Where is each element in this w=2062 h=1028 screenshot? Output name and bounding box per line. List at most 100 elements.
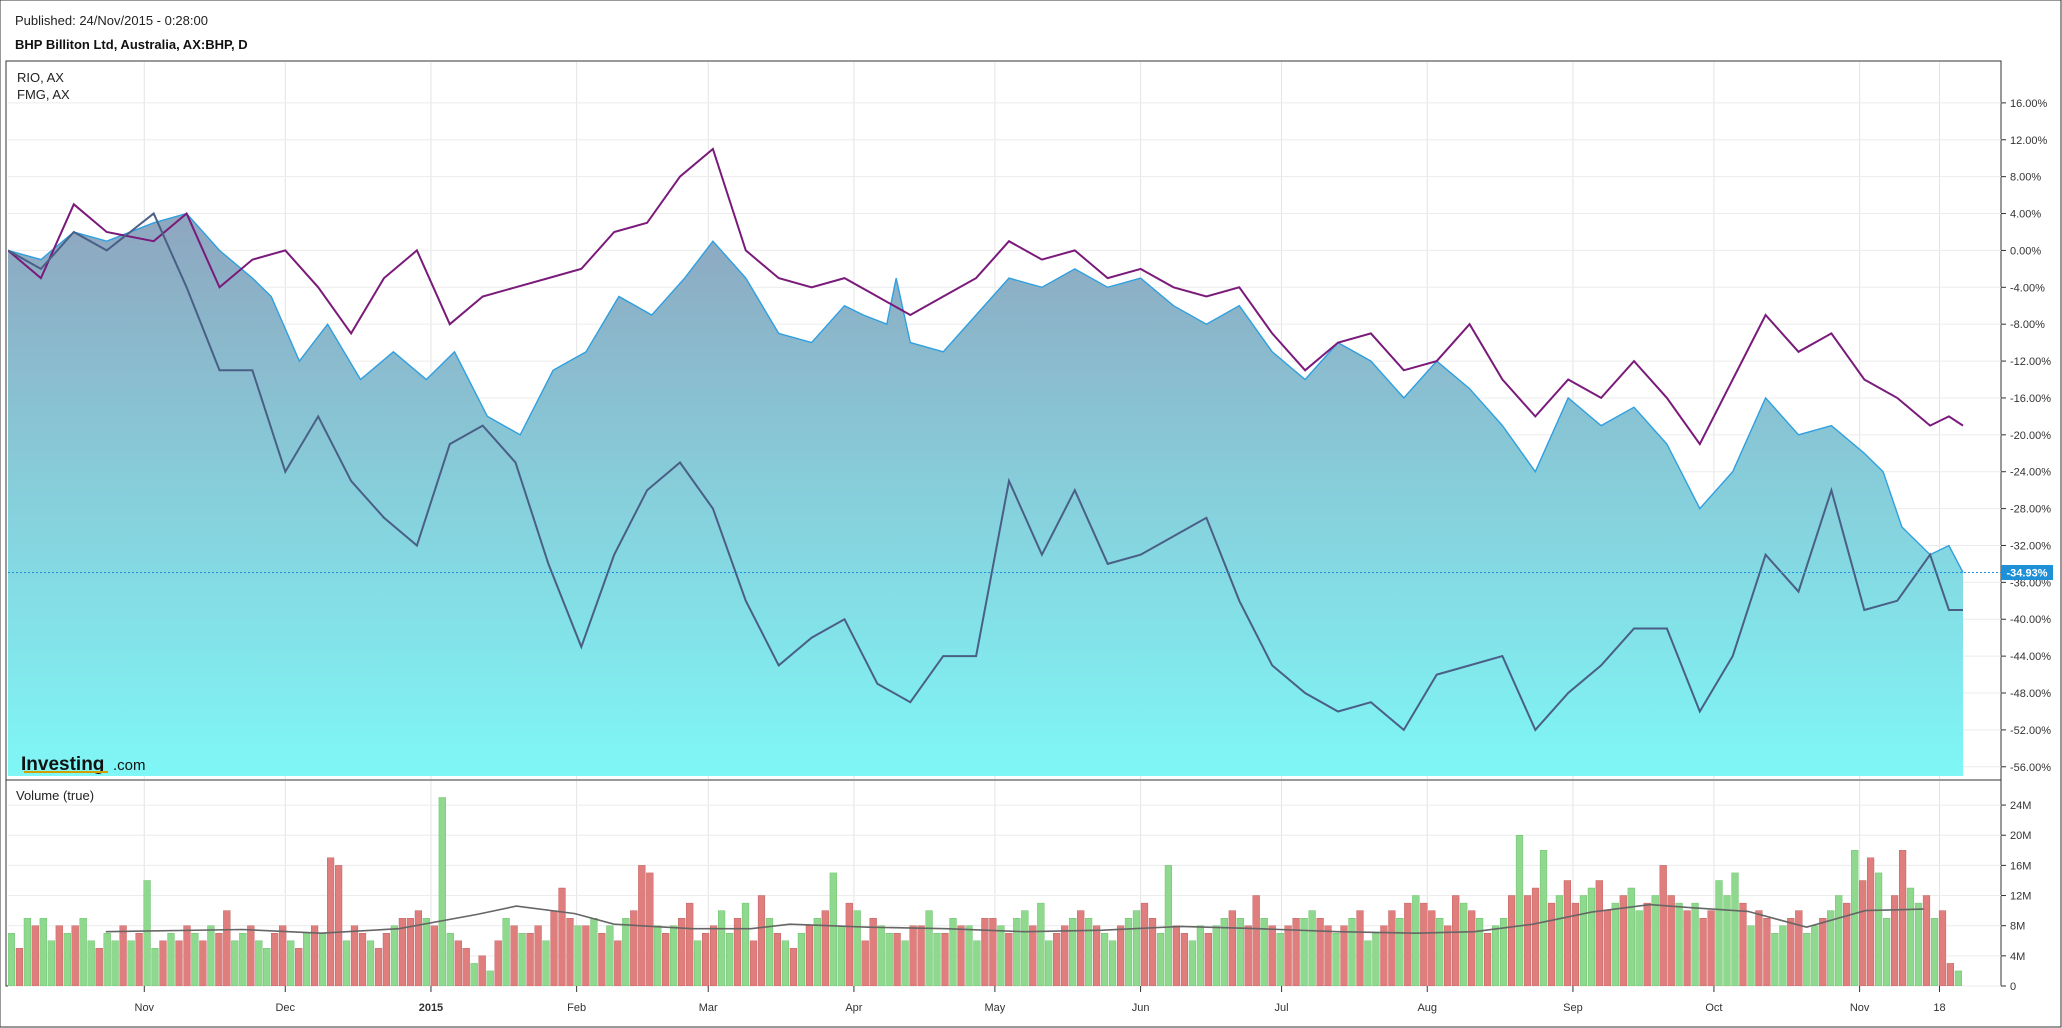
- volume-bar: [1866, 857, 1875, 986]
- volume-bar: [957, 925, 965, 986]
- volume-bar: [1005, 933, 1013, 986]
- volume-bar: [183, 925, 191, 986]
- logo-brand: Investing: [21, 754, 104, 775]
- volume-bar: [1228, 910, 1236, 986]
- volume-bar: [1108, 940, 1117, 986]
- y-tick-label: -48.00%: [2010, 688, 2051, 700]
- volume-bar: [702, 933, 710, 986]
- volume-bar: [1731, 872, 1739, 986]
- x-tick-label: Jun: [1132, 1002, 1150, 1014]
- volume-bar: [630, 910, 638, 986]
- volume-bar: [925, 910, 933, 986]
- bhp-series-line[interactable]: [8, 212, 1964, 573]
- volume-bar: [901, 940, 909, 986]
- volume-bar: [1428, 910, 1436, 986]
- volume-bar: [1300, 918, 1308, 986]
- volume-bar: [1308, 910, 1316, 986]
- volume-tick-label: 16M: [2010, 860, 2031, 872]
- volume-bar: [893, 933, 901, 986]
- volume-bar: [1236, 918, 1244, 986]
- volume-bar: [917, 925, 925, 986]
- volume-bar: [1675, 902, 1683, 986]
- volume-bar: [757, 895, 766, 986]
- volume-bar: [191, 933, 199, 986]
- volume-bar: [1372, 933, 1380, 986]
- y-tick-label: -40.00%: [2010, 614, 2051, 626]
- volume-bar: [1699, 918, 1707, 986]
- volume-moving-average: [105, 903, 1924, 935]
- volume-bar: [1906, 887, 1915, 986]
- volume-bar: [1340, 925, 1348, 986]
- volume-bar: [358, 933, 367, 986]
- volume-bar: [845, 902, 853, 986]
- volume-title: Volume (true): [16, 788, 94, 803]
- volume-bar: [15, 948, 24, 986]
- volume-bar: [1276, 933, 1284, 986]
- volume-bar: [1444, 925, 1452, 986]
- volume-bar: [1930, 918, 1939, 986]
- volume-bar: [319, 933, 327, 986]
- volume-bar: [1324, 925, 1332, 986]
- volume-bar: [1053, 933, 1061, 986]
- volume-bar: [829, 872, 837, 986]
- volume-bar: [263, 948, 271, 986]
- volume-bar: [1491, 925, 1500, 986]
- volume-bar: [295, 948, 303, 986]
- volume-bar: [311, 925, 319, 986]
- volume-bar: [1946, 963, 1955, 986]
- volume-bar: [1938, 910, 1947, 986]
- volume-bar: [1284, 925, 1292, 986]
- volume-bar: [1874, 872, 1883, 986]
- volume-bar: [1619, 895, 1627, 986]
- volume-bar: [1268, 925, 1276, 986]
- volume-bar: [1691, 902, 1699, 986]
- volume-bar: [1819, 918, 1827, 986]
- volume-bar: [1723, 895, 1731, 986]
- volume-bar: [342, 940, 351, 986]
- volume-bar: [733, 918, 742, 986]
- volume-bar: [574, 925, 582, 986]
- volume-bar: [1579, 895, 1588, 986]
- volume-bar: [39, 918, 47, 986]
- volume-bar: [1061, 925, 1069, 986]
- fmg-series-line[interactable]: [8, 211, 1963, 732]
- rio-series-line[interactable]: [8, 147, 1964, 447]
- volume-bar: [1707, 910, 1715, 986]
- volume-bar: [1787, 918, 1795, 986]
- volume-bar: [366, 940, 375, 986]
- volume-bar: [1523, 895, 1532, 986]
- volume-bar: [1077, 910, 1085, 986]
- volume-bar: [103, 933, 111, 986]
- volume-tick-label: 8M: [2010, 921, 2025, 933]
- logo-suffix: .com: [113, 757, 146, 774]
- volume-bar: [1914, 902, 1923, 986]
- volume-bar: [566, 918, 574, 986]
- y-tick-label: 0.00%: [2010, 245, 2041, 257]
- x-tick-label: 18: [1933, 1002, 1945, 1014]
- volume-bar: [598, 933, 606, 986]
- volume-bar: [654, 925, 662, 986]
- volume-bar: [1092, 925, 1101, 986]
- volume-bar: [335, 865, 343, 986]
- volume-bar: [1332, 933, 1340, 986]
- volume-bar: [8, 933, 16, 986]
- x-tick-label: May: [985, 1002, 1006, 1014]
- y-tick-label: -36.00%: [2010, 577, 2051, 589]
- volume-bar: [143, 880, 151, 986]
- volume-bar: [1515, 835, 1524, 986]
- volume-bar: [1771, 933, 1779, 986]
- x-tick-label: Sep: [1563, 1002, 1583, 1014]
- volume-bar: [438, 797, 446, 986]
- volume-bar: [111, 940, 119, 986]
- x-tick-label: Nov: [1850, 1002, 1870, 1014]
- volume-bar: [1739, 902, 1747, 986]
- volume-bar: [494, 940, 502, 986]
- volume-bar: [670, 925, 678, 986]
- volume-bar: [1388, 910, 1396, 986]
- volume-bar: [710, 925, 718, 986]
- volume-bar: [877, 925, 885, 986]
- volume-bar: [741, 902, 750, 986]
- last-value-label: -34.93%: [2007, 567, 2048, 579]
- volume-bar: [861, 940, 869, 986]
